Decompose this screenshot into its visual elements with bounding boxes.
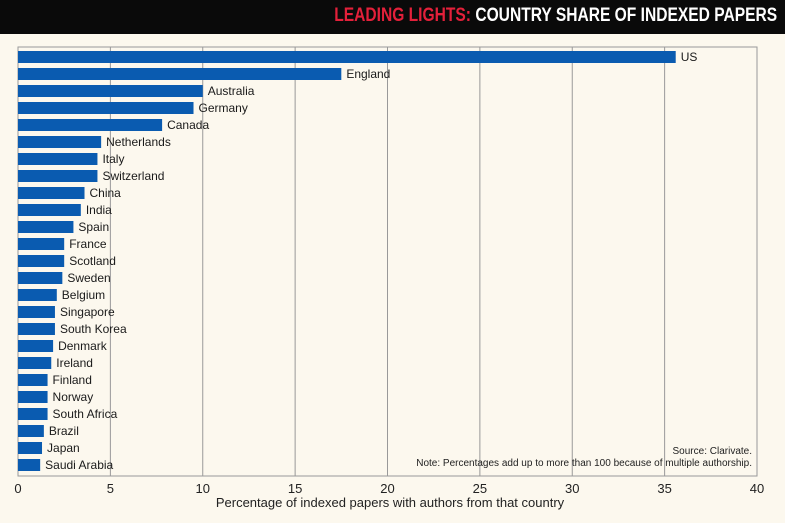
bar: [18, 136, 102, 148]
bar-label: Singapore: [60, 305, 115, 319]
bar: [18, 442, 43, 454]
bar: [18, 374, 48, 386]
bar-label: Japan: [47, 441, 80, 455]
x-tick-label: 25: [473, 481, 487, 496]
bar: [18, 85, 203, 97]
bar-label: US: [681, 50, 698, 64]
bar-label: South Korea: [60, 322, 127, 336]
bar-label: Norway: [53, 390, 94, 404]
x-tick-label: 15: [288, 481, 302, 496]
bar-label: India: [86, 203, 112, 217]
bar: [18, 306, 55, 318]
bar: [18, 340, 54, 352]
bar-label: Saudi Arabia: [45, 458, 113, 472]
bar: [18, 408, 48, 420]
bar: [18, 102, 194, 114]
bar: [18, 391, 48, 403]
title-rest: COUNTRY SHARE OF INDEXED PAPERS: [470, 5, 777, 26]
bar: [18, 68, 342, 80]
bar: [18, 221, 74, 233]
bar: [18, 170, 98, 182]
bar: [18, 272, 63, 284]
bar: [18, 51, 676, 63]
x-tick-label: 30: [565, 481, 579, 496]
bar-label: Netherlands: [106, 135, 171, 149]
x-axis-label: Percentage of indexed papers with author…: [216, 495, 565, 510]
bar-label: Germany: [199, 101, 248, 115]
bar: [18, 204, 81, 216]
bar-label: Brazil: [49, 424, 79, 438]
x-tick-label: 40: [750, 481, 764, 496]
bar: [18, 153, 98, 165]
bar: [18, 119, 163, 131]
bar: [18, 238, 65, 250]
bar: [18, 459, 41, 471]
title-bar: LEADING LIGHTS: COUNTRY SHARE OF INDEXED…: [0, 0, 785, 34]
bar-label: Scotland: [69, 254, 116, 268]
bar-label: Switzerland: [102, 169, 164, 183]
title-highlight: LEADING LIGHTS:: [334, 5, 471, 26]
bar-label: Ireland: [56, 356, 93, 370]
bar-label: Australia: [208, 84, 255, 98]
bar-label: China: [90, 186, 122, 200]
bar-label: Canada: [167, 118, 209, 132]
x-tick-label: 10: [196, 481, 210, 496]
chart-title: LEADING LIGHTS: COUNTRY SHARE OF INDEXED…: [334, 5, 777, 27]
footnote: Note: Percentages add up to more than 10…: [416, 458, 752, 469]
bar: [18, 425, 44, 437]
bar: [18, 289, 57, 301]
bar-label: Sweden: [67, 271, 110, 285]
bar: [18, 357, 52, 369]
bar-label: South Africa: [53, 407, 118, 421]
x-tick-label: 0: [14, 481, 21, 496]
source-note: Source: Clarivate.: [673, 446, 752, 457]
bar-label: Italy: [102, 152, 124, 166]
x-tick-label: 5: [107, 481, 114, 496]
bar-label: Belgium: [62, 288, 105, 302]
bar: [18, 323, 55, 335]
bar-label: France: [69, 237, 107, 251]
bar-label: England: [346, 67, 390, 81]
bar: [18, 187, 85, 199]
x-tick-label: 35: [657, 481, 671, 496]
bar-label: Denmark: [58, 339, 108, 353]
bar-label: Spain: [78, 220, 109, 234]
bar: [18, 255, 65, 267]
x-tick-label: 20: [380, 481, 394, 496]
bar-label: Finland: [53, 373, 92, 387]
